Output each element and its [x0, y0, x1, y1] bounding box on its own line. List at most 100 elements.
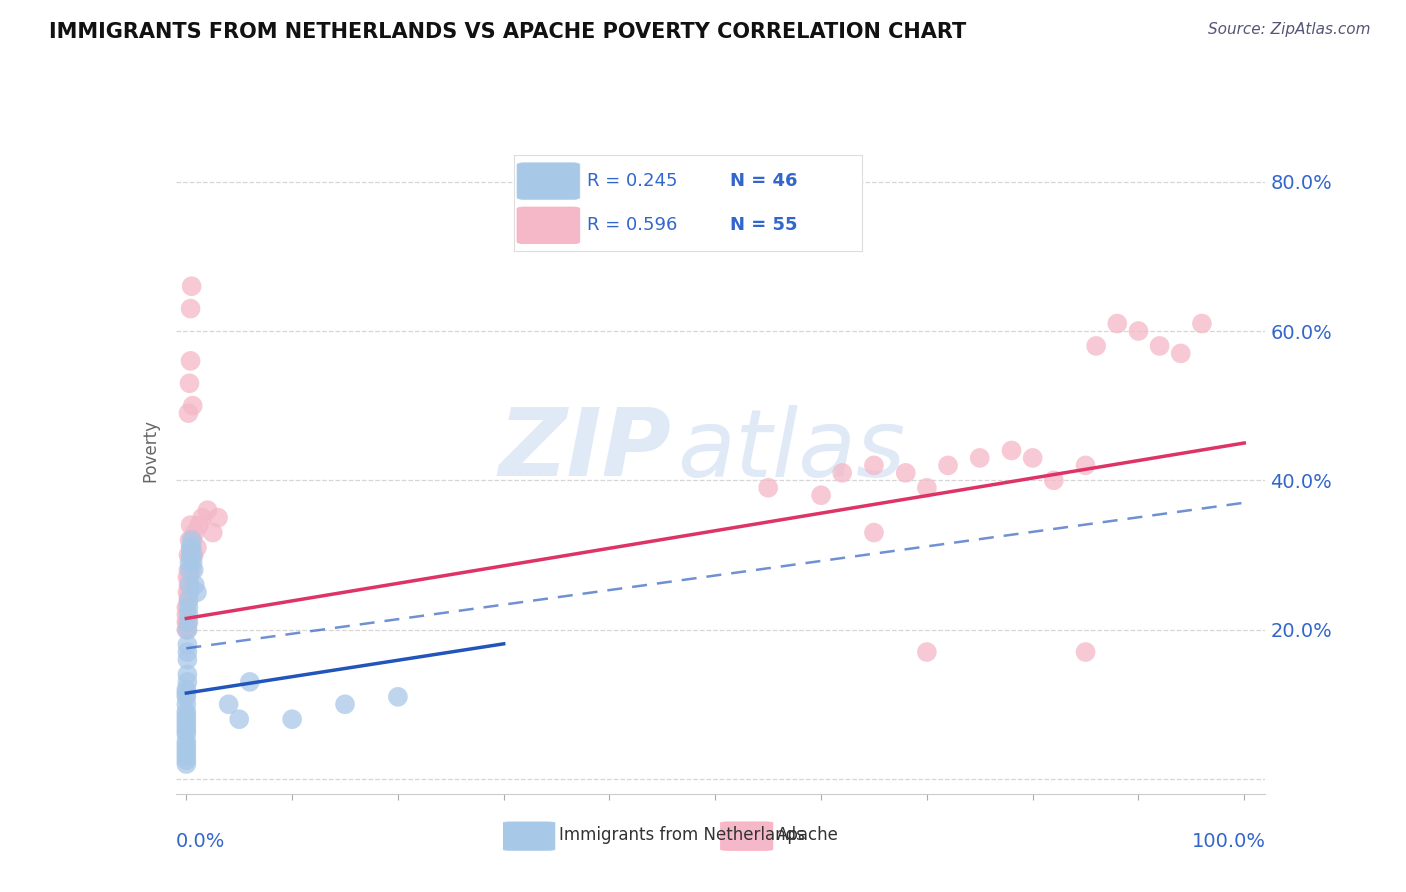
Point: [387, 690, 409, 704]
Point: [863, 458, 886, 473]
Point: [176, 690, 198, 704]
Point: [176, 727, 198, 741]
Point: [218, 698, 240, 712]
Point: [177, 548, 200, 562]
Point: [177, 592, 200, 607]
Point: [177, 600, 200, 615]
Point: [1021, 450, 1043, 465]
Text: ZIP: ZIP: [499, 404, 672, 497]
Point: [176, 705, 198, 719]
Point: [181, 556, 204, 570]
Point: [894, 466, 917, 480]
Text: 100.0%: 100.0%: [1191, 831, 1265, 851]
Point: [179, 533, 201, 547]
Point: [176, 715, 198, 730]
Point: [176, 742, 198, 756]
Point: [176, 712, 198, 726]
Text: IMMIGRANTS FROM NETHERLANDS VS APACHE POVERTY CORRELATION CHART: IMMIGRANTS FROM NETHERLANDS VS APACHE PO…: [49, 22, 966, 42]
Point: [176, 585, 198, 599]
Point: [180, 533, 202, 547]
Point: [239, 674, 262, 689]
Point: [831, 466, 853, 480]
Point: [180, 279, 202, 293]
Point: [201, 525, 224, 540]
Point: [176, 698, 198, 712]
Point: [176, 570, 198, 584]
Text: atlas: atlas: [678, 405, 905, 496]
Point: [1107, 317, 1129, 331]
Point: [1085, 339, 1108, 353]
Point: [180, 541, 202, 555]
Point: [176, 674, 198, 689]
Point: [176, 720, 198, 734]
Point: [183, 563, 205, 577]
Point: [1191, 317, 1213, 331]
Point: [915, 645, 938, 659]
Point: [176, 667, 198, 681]
Point: [1000, 443, 1022, 458]
Point: [179, 585, 201, 599]
Text: 0.0%: 0.0%: [176, 831, 225, 851]
Point: [180, 301, 202, 316]
FancyBboxPatch shape: [503, 822, 555, 850]
Point: [176, 746, 198, 760]
FancyBboxPatch shape: [517, 163, 579, 199]
Y-axis label: Poverty: Poverty: [142, 419, 160, 482]
Text: R = 0.596: R = 0.596: [586, 217, 678, 235]
Point: [176, 686, 198, 700]
Point: [176, 623, 198, 637]
Point: [177, 615, 200, 630]
Point: [177, 592, 200, 607]
Point: [333, 698, 356, 712]
Point: [207, 510, 229, 524]
Point: [176, 708, 198, 723]
Point: [186, 541, 208, 555]
Point: [176, 645, 198, 659]
Point: [179, 556, 201, 570]
Point: [184, 525, 207, 540]
Point: [176, 600, 198, 615]
Point: [756, 481, 779, 495]
Point: [180, 541, 202, 555]
Point: [181, 533, 204, 547]
Text: N = 55: N = 55: [730, 217, 797, 235]
Point: [176, 734, 198, 748]
Point: [180, 563, 202, 577]
Point: [176, 753, 198, 767]
Point: [915, 481, 938, 495]
Text: Apache: Apache: [778, 826, 839, 844]
Point: [177, 406, 200, 420]
Text: N = 46: N = 46: [730, 172, 797, 190]
Point: [1074, 458, 1097, 473]
Point: [176, 652, 198, 666]
Point: [228, 712, 250, 726]
Point: [176, 749, 198, 764]
Point: [179, 570, 201, 584]
FancyBboxPatch shape: [517, 207, 579, 244]
Point: [176, 739, 198, 753]
Text: R = 0.245: R = 0.245: [586, 172, 678, 190]
Point: [969, 450, 991, 465]
Point: [179, 578, 201, 592]
Point: [176, 638, 198, 652]
Point: [810, 488, 832, 502]
Point: [186, 585, 208, 599]
Point: [197, 503, 219, 517]
Point: [180, 354, 202, 368]
Point: [1170, 346, 1192, 360]
Point: [863, 525, 886, 540]
Point: [281, 712, 304, 726]
Point: [191, 510, 214, 524]
Point: [179, 376, 201, 391]
Point: [180, 548, 202, 562]
Point: [177, 563, 200, 577]
Point: [176, 615, 198, 630]
Point: [183, 548, 205, 562]
Point: [188, 518, 211, 533]
Point: [176, 723, 198, 738]
Point: [176, 682, 198, 697]
Point: [1149, 339, 1171, 353]
Point: [180, 541, 202, 555]
Point: [180, 548, 202, 562]
Point: [176, 623, 198, 637]
